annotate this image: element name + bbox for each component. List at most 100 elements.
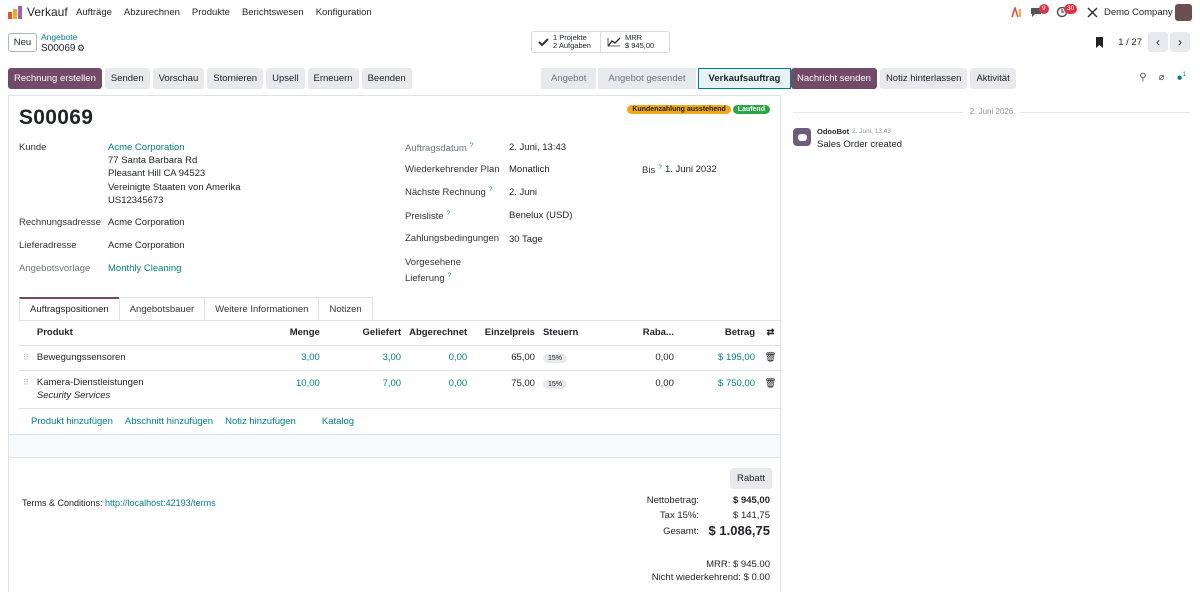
log-note-button[interactable]: Notiz hinterlassen [879, 68, 968, 89]
discount-button[interactable]: Rabatt [730, 468, 772, 489]
trash-icon[interactable]: 🗑 [759, 345, 782, 371]
add-note-link[interactable]: Notiz hinzufügen [225, 416, 296, 427]
paperclip-icon[interactable]: ⌀ [1158, 72, 1165, 83]
column-discount[interactable]: Raba... [600, 321, 678, 346]
activity-button[interactable]: Aktivität [970, 68, 1016, 89]
send-button[interactable]: Senden [104, 68, 150, 89]
add-section-link[interactable]: Abschnitt hinzufügen [124, 416, 214, 427]
line-taxes[interactable]: 15% [538, 345, 601, 371]
column-quantity[interactable]: Menge [252, 321, 324, 346]
followers-icon[interactable]: ●1 [1176, 72, 1186, 84]
column-product[interactable]: Produkt [32, 321, 253, 346]
tools-icon[interactable] [1087, 7, 1098, 18]
sales-app-icon[interactable] [8, 6, 22, 19]
invoice-address-field[interactable]: Acme Corporation [108, 217, 185, 228]
menu-products[interactable]: Produkte [191, 7, 230, 18]
stage-sales-order[interactable]: Verkaufsauftrag [697, 68, 792, 89]
payment-terms-field[interactable]: 30 Tage [509, 234, 543, 245]
column-unit-price[interactable]: Einzelpreis [471, 321, 539, 346]
line-taxes[interactable]: 15% [538, 370, 601, 409]
tab-notes[interactable]: Notizen [318, 297, 373, 320]
line-product[interactable]: Bewegungssensoren [32, 345, 253, 371]
close-button[interactable]: Beenden [361, 68, 412, 89]
trash-icon[interactable]: 🗑 [759, 370, 782, 409]
line-invoiced[interactable]: 0,00 [405, 345, 472, 371]
end-date-label-text: Bis [642, 165, 656, 177]
cancel-button[interactable]: Stornieren [207, 68, 264, 89]
optional-columns-icon[interactable]: ⇄ [759, 321, 782, 346]
add-product-link[interactable]: Produkt hinzufügen [31, 416, 113, 427]
pager-next-button[interactable]: › [1170, 32, 1190, 52]
bookmark-icon[interactable] [1095, 36, 1104, 48]
delivery-address-label: Lieferadresse [19, 240, 77, 251]
menu-reporting[interactable]: Berichtswesen [241, 7, 304, 18]
create-invoice-button[interactable]: Rechnung erstellen [8, 68, 102, 89]
user-avatar[interactable] [1175, 4, 1192, 21]
total-amount: $ 1.086,75 [708, 523, 770, 538]
column-taxes[interactable]: Steuern [538, 321, 601, 346]
pager-value[interactable]: 1 / 27 [1118, 36, 1142, 48]
menu-orders[interactable]: Aufträge [76, 7, 112, 18]
end-date-field[interactable]: 1. Juni 2032 [665, 164, 717, 175]
terms-conditions: Terms & Conditions: http://localhost:421… [22, 498, 216, 508]
drag-handle-icon[interactable]: ⠿ [19, 370, 33, 409]
recurring-plan-field[interactable]: Monatlich [509, 164, 550, 175]
tab-quote-builder[interactable]: Angebotsbauer [118, 297, 206, 320]
line-product[interactable]: Kamera-Dienstleistungen Security Services [32, 370, 253, 409]
help-icon[interactable]: ? [447, 272, 452, 279]
help-icon[interactable]: ? [658, 164, 662, 171]
new-button[interactable]: Neu [8, 33, 37, 52]
table-row[interactable]: ⠿ Bewegungssensoren 3,00 3,00 0,00 65,00… [19, 345, 782, 371]
ai-icon[interactable] [1011, 7, 1023, 18]
customer-label: Kunde [19, 142, 47, 153]
app-name[interactable]: Verkauf [27, 5, 68, 19]
order-date-field[interactable]: 2. Juni, 13:43 [509, 142, 567, 153]
ribbon-payment-pending: Kundenzahlung ausstehend [627, 105, 731, 114]
help-icon[interactable]: ? [446, 210, 451, 217]
date-separator: 2. Juni 2026 [793, 107, 1190, 116]
preview-button[interactable]: Vorschau [152, 68, 205, 89]
column-delivered[interactable]: Geliefert [323, 321, 406, 346]
line-quantity[interactable]: 10,00 [252, 370, 324, 409]
send-message-button[interactable]: Nachricht senden [791, 68, 877, 89]
message-author[interactable]: OdooBot [817, 127, 850, 136]
line-delivered[interactable]: 3,00 [323, 345, 406, 371]
chatter: 2. Juni 2026 OdooBot 2. Juni, 13:43 Sale… [783, 95, 1200, 592]
pricelist-field[interactable]: Benelux (USD) [509, 210, 573, 221]
company-switcher[interactable]: Demo Company [1104, 7, 1173, 18]
pager-previous-button[interactable]: ‹ [1148, 32, 1168, 52]
stage-quotation[interactable]: Angebot [541, 68, 597, 89]
menu-configuration[interactable]: Konfiguration [315, 7, 372, 18]
column-invoiced[interactable]: Abgerechnet [405, 321, 472, 346]
line-unit-price[interactable]: 65,00 [471, 345, 539, 371]
delivery-address-field[interactable]: Acme Corporation [108, 240, 185, 251]
line-discount[interactable]: 0,00 [600, 345, 678, 371]
terms-link[interactable]: http://localhost:42193/terms [105, 498, 216, 508]
help-icon[interactable]: ? [469, 142, 474, 149]
gear-icon[interactable]: ⚙ [77, 43, 86, 53]
line-quantity[interactable]: 3,00 [252, 345, 324, 371]
line-unit-price[interactable]: 75,00 [471, 370, 539, 409]
line-discount[interactable]: 0,00 [600, 370, 678, 409]
help-icon[interactable]: ? [488, 186, 493, 193]
mrr-smart-button[interactable]: MRR $ 945,00 [601, 32, 669, 52]
quotation-template-field[interactable]: Monthly Cleaning [108, 263, 182, 274]
table-row[interactable]: ⠿ Kamera-Dienstleistungen Security Servic… [19, 370, 782, 409]
stage-quotation-sent[interactable]: Angebot gesendet [598, 68, 696, 89]
column-amount[interactable]: Betrag [677, 321, 759, 346]
line-invoiced[interactable]: 0,00 [405, 370, 472, 409]
drag-handle-icon[interactable]: ⠿ [19, 345, 33, 371]
messages-icon[interactable] [1030, 7, 1042, 18]
tab-order-lines[interactable]: Auftragspositionen [19, 297, 120, 320]
customer-field[interactable]: Acme Corporation [108, 142, 185, 153]
line-delivered[interactable]: 7,00 [323, 370, 406, 409]
upsell-button[interactable]: Upsell [266, 68, 305, 89]
breadcrumb[interactable]: Angebote [41, 32, 78, 42]
renew-button[interactable]: Erneuern [307, 68, 359, 89]
next-invoice-field[interactable]: 2. Juni [509, 187, 537, 198]
projects-smart-button[interactable]: 1 Projekte 2 Aufgaben [532, 32, 601, 52]
menu-to-invoice[interactable]: Abzurechnen [123, 7, 180, 18]
search-icon[interactable]: ⚲ [1139, 72, 1147, 83]
tab-other-info[interactable]: Weitere Informationen [204, 297, 320, 320]
catalog-link[interactable]: Katalog [321, 416, 355, 427]
